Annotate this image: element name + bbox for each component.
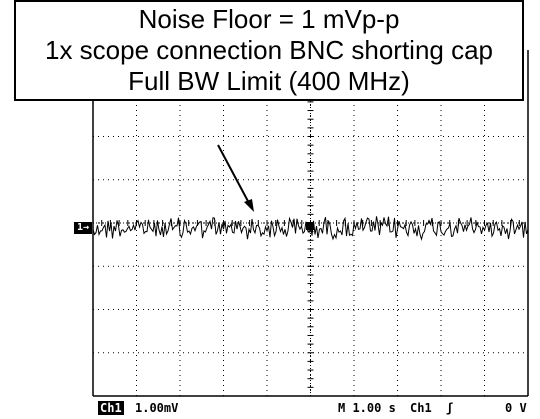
trigger-source: Ch1	[410, 401, 432, 415]
channel-1-level-marker: 1→	[74, 222, 92, 234]
callout-arrow	[217, 144, 254, 212]
channel-badge: Ch1	[98, 401, 124, 415]
trigger-position-marker	[306, 222, 314, 230]
trigger-slope-icon: ʃ	[446, 401, 454, 415]
callout-line-bandwidth: Full BW Limit (400 MHz)	[128, 66, 410, 96]
trigger-level: 0 V	[505, 401, 527, 415]
timebase: M 1.00 s	[338, 401, 396, 415]
status-bar: Ch1 1.00mV M 1.00 s Ch1 ʃ 0 V	[0, 398, 540, 419]
vertical-scale: 1.00mV	[135, 401, 179, 415]
annotation-callout: Noise Floor = 1 mVp-p 1x scope connectio…	[14, 0, 524, 101]
callout-line-connection: 1x scope connection BNC shorting cap	[44, 35, 494, 65]
callout-line-noise-floor: Noise Floor = 1 mVp-p	[138, 4, 400, 34]
